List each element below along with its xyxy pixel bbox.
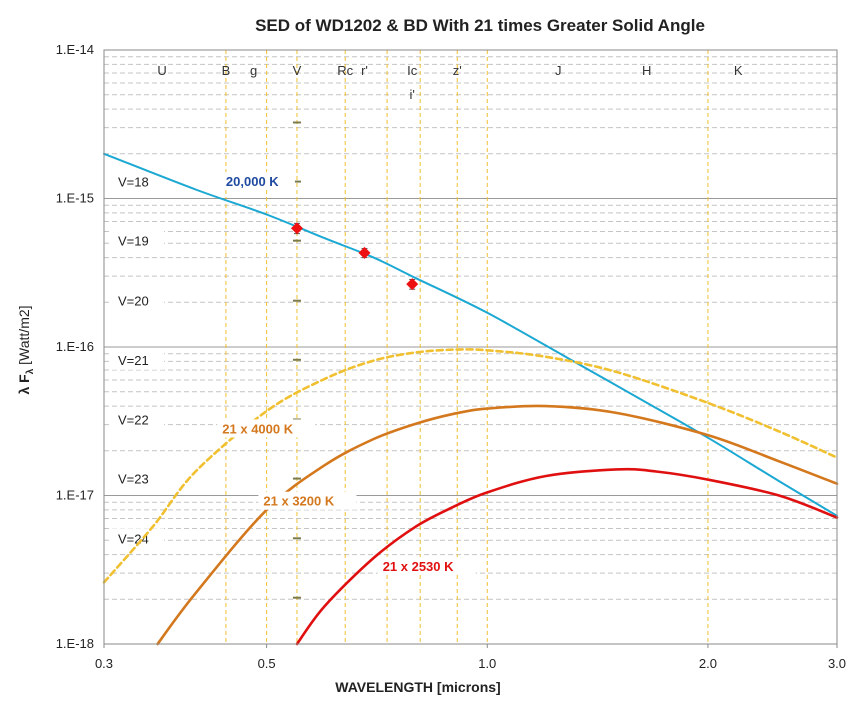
v-magnitude-label-bg (112, 290, 164, 311)
v-magnitude-label-bg (112, 349, 164, 370)
series-label: 21 x 2530 K (383, 559, 454, 574)
x-tick-label: 0.3 (95, 656, 113, 671)
series-line (295, 467, 839, 646)
x-tick-label: 2.0 (699, 656, 717, 671)
v-magnitude-label: V=18 (118, 175, 149, 190)
series-layer (102, 152, 839, 646)
series-line (156, 404, 839, 646)
data-point (406, 278, 419, 291)
band-label: Ic (407, 63, 418, 78)
series-label: 21 x 4000 K (222, 421, 293, 436)
band-label: r' (361, 63, 368, 78)
series-labels: 20,000 K 21 x 4000 K 21 x 3200 K 21 x 2530 … (217, 172, 476, 575)
v-magnitude-label-bg (112, 528, 164, 549)
v-magnitude-label: V=21 (118, 353, 149, 368)
band-label: Rc (337, 63, 353, 78)
band-label: z' (453, 63, 462, 78)
axes: 0.3 0.5 1.0 2.0 3.0 1.E-14 1.E-15 1.E-16 1.E-17 1… (56, 42, 846, 671)
v-magnitude-markers: V=18 V=19 V=20 V=21 V=22 V=23 V=24 (112, 121, 301, 599)
v-magnitude-label: V=22 (118, 412, 149, 427)
band-label: B (222, 63, 231, 78)
v-magnitude-label-bg (112, 171, 164, 192)
y-axis-title-sub: λ (25, 368, 36, 374)
y-axis-title-main: λ F (16, 374, 32, 395)
series-label-bg (217, 419, 316, 438)
y-tick-label: 1.E-18 (56, 636, 94, 651)
band-label: H (642, 63, 651, 78)
photometry-points (290, 222, 419, 291)
band-label: U (157, 63, 166, 78)
grid (104, 49, 837, 645)
x-axis-title: WAVELENGTH [microns] (335, 679, 500, 695)
y-tick-label: 1.E-17 (56, 488, 94, 503)
chart-title: SED of WD1202 & BD With 21 times Greater… (255, 16, 705, 35)
y-tick-label: 1.E-15 (56, 191, 94, 206)
series-label-bg (377, 556, 476, 575)
series-line (102, 348, 839, 584)
series-label-bg (220, 172, 295, 191)
band-label: K (734, 63, 743, 78)
series-label: 21 x 3200 K (263, 494, 334, 509)
y-axis-title: λ Fλ [Watt/m2] (16, 305, 36, 394)
band-label: i' (410, 87, 415, 102)
v-magnitude-label: V=20 (118, 294, 149, 309)
series-line (103, 152, 838, 517)
x-tick-label: 0.5 (258, 656, 276, 671)
x-tick-label: 1.0 (478, 656, 496, 671)
y-tick-label: 1.E-14 (56, 42, 94, 57)
y-axis-title-units: [Watt/m2] (16, 305, 32, 368)
v-magnitude-label: V=19 (118, 234, 149, 249)
plot-area-frame (103, 49, 838, 645)
x-tick-label: 3.0 (828, 656, 846, 671)
series-label: 20,000 K (226, 174, 279, 189)
band-label: V (293, 63, 302, 78)
data-point (358, 246, 371, 259)
band-label: J (555, 63, 562, 78)
v-magnitude-label: V=23 (118, 472, 149, 487)
v-magnitude-label-bg (112, 409, 164, 430)
data-point (290, 222, 303, 235)
v-magnitude-label: V=24 (118, 531, 149, 546)
series-label-bg (258, 491, 357, 510)
band-label: g (250, 63, 257, 78)
v-magnitude-label-bg (112, 230, 164, 251)
y-tick-label: 1.E-16 (56, 339, 94, 354)
v-magnitude-label-bg (112, 468, 164, 489)
